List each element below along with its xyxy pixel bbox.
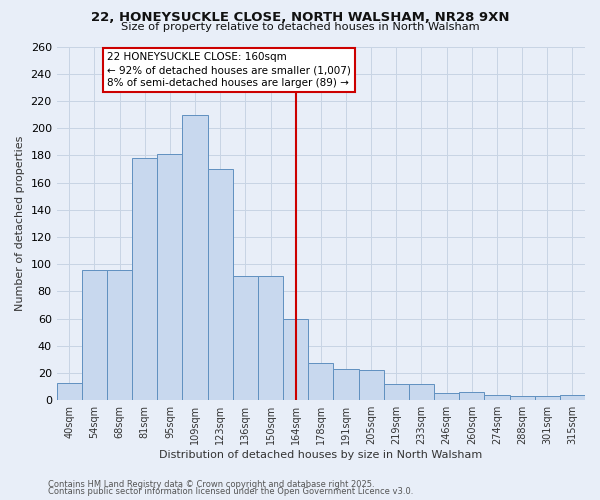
Bar <box>157 154 182 400</box>
Bar <box>484 395 509 400</box>
Bar <box>535 396 560 400</box>
Bar <box>560 395 585 400</box>
Bar <box>334 369 359 400</box>
Y-axis label: Number of detached properties: Number of detached properties <box>15 136 25 311</box>
Bar <box>233 276 258 400</box>
Bar <box>409 384 434 400</box>
Bar <box>208 169 233 400</box>
Bar <box>459 392 484 400</box>
Bar <box>82 270 107 400</box>
Text: 22 HONEYSUCKLE CLOSE: 160sqm
← 92% of detached houses are smaller (1,007)
8% of : 22 HONEYSUCKLE CLOSE: 160sqm ← 92% of de… <box>107 52 351 88</box>
Bar <box>509 396 535 400</box>
Bar <box>283 318 308 400</box>
X-axis label: Distribution of detached houses by size in North Walsham: Distribution of detached houses by size … <box>159 450 482 460</box>
Bar <box>182 114 208 400</box>
Bar <box>308 364 334 400</box>
Bar <box>56 382 82 400</box>
Text: Contains HM Land Registry data © Crown copyright and database right 2025.: Contains HM Land Registry data © Crown c… <box>48 480 374 489</box>
Text: 22, HONEYSUCKLE CLOSE, NORTH WALSHAM, NR28 9XN: 22, HONEYSUCKLE CLOSE, NORTH WALSHAM, NR… <box>91 11 509 24</box>
Bar <box>359 370 384 400</box>
Bar <box>434 394 459 400</box>
Bar <box>258 276 283 400</box>
Bar <box>107 270 132 400</box>
Text: Contains public sector information licensed under the Open Government Licence v3: Contains public sector information licen… <box>48 487 413 496</box>
Bar <box>132 158 157 400</box>
Text: Size of property relative to detached houses in North Walsham: Size of property relative to detached ho… <box>121 22 479 32</box>
Bar <box>384 384 409 400</box>
